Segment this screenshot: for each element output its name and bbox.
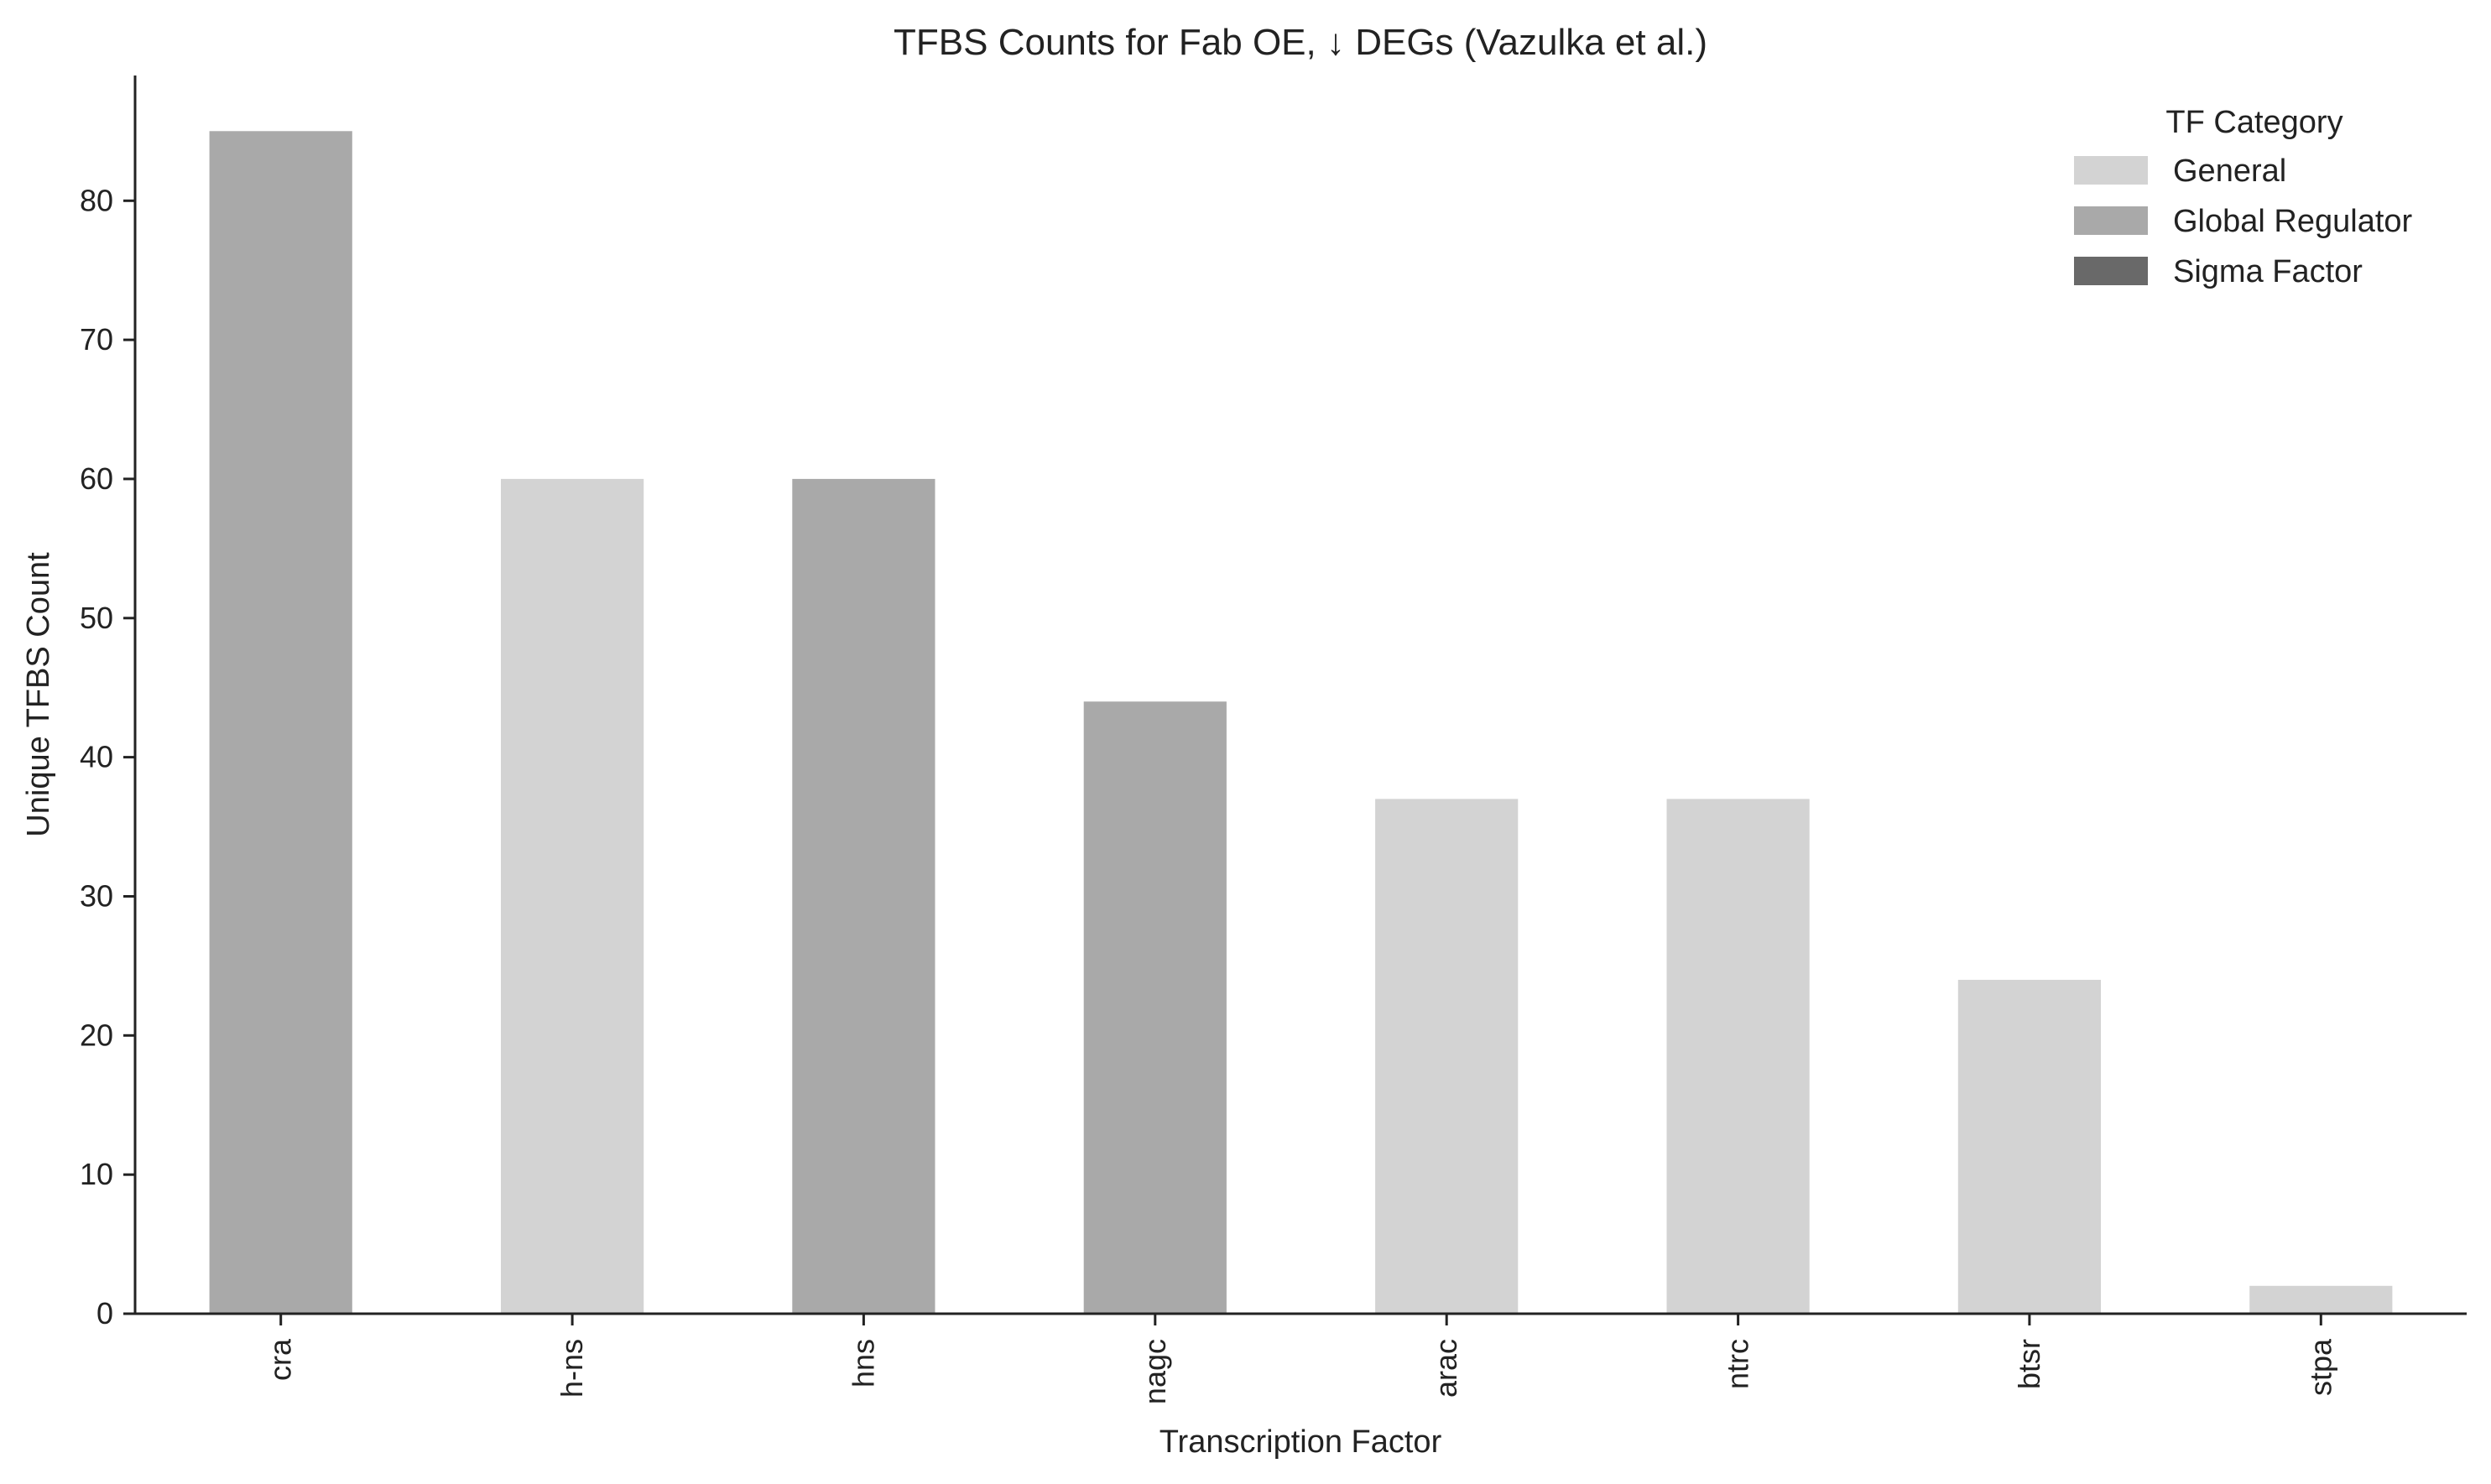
y-axis-title: Unique TFBS Count: [21, 552, 56, 837]
legend-label-general: General: [2173, 154, 2286, 189]
legend-title: TF Category: [2165, 105, 2342, 140]
y-axis: 0 10 20 30 40 50 60 70 80: [80, 183, 135, 1330]
x-axis: cra h-ns hns nagc arac ntrc btsr stpa: [263, 1314, 2337, 1404]
chart-title: TFBS Counts for Fab OE, ↓ DEGs (Vazulka …: [894, 22, 1707, 63]
bar-nagc: [1083, 701, 1227, 1314]
legend-swatch-sigma-factor: [2074, 257, 2148, 285]
bar-cra: [209, 131, 352, 1314]
x-tick-label-arac: arac: [1429, 1339, 1463, 1398]
bar-btsr: [1957, 980, 2101, 1314]
x-tick-label-h-ns: h-ns: [555, 1339, 589, 1398]
legend-entries: General Global Regulator Sigma Factor: [2074, 154, 2413, 289]
legend-label-sigma-factor: Sigma Factor: [2173, 254, 2363, 289]
y-tick-label-60: 60: [80, 461, 113, 496]
x-tick-label-ntrc: ntrc: [1721, 1339, 1755, 1389]
y-tick-label-50: 50: [80, 601, 113, 635]
x-axis-title: Transcription Factor: [1160, 1424, 1442, 1460]
x-tick-label-nagc: nagc: [1138, 1339, 1172, 1404]
x-tick-label-stpa: stpa: [2303, 1338, 2337, 1396]
bar-ntrc: [1666, 799, 1810, 1314]
y-tick-label-30: 30: [80, 879, 113, 914]
y-tick-label-20: 20: [80, 1018, 113, 1052]
bar-stpa: [2249, 1285, 2393, 1314]
y-tick-label-70: 70: [80, 322, 113, 357]
bars-group: [209, 131, 2393, 1314]
legend-swatch-general: [2074, 156, 2148, 185]
x-tick-label-hns: hns: [846, 1339, 880, 1388]
bar-hns: [792, 478, 935, 1314]
y-tick-label-0: 0: [96, 1296, 113, 1330]
legend-swatch-global-regulator: [2074, 206, 2148, 235]
x-tick-label-cra: cra: [263, 1338, 298, 1381]
y-tick-label-80: 80: [80, 183, 113, 217]
bar-arac: [1375, 799, 1519, 1314]
legend-label-global-regulator: Global Regulator: [2173, 204, 2413, 239]
bar-h-ns: [501, 478, 644, 1314]
x-tick-label-btsr: btsr: [2012, 1339, 2046, 1389]
legend: TF Category General Global Regulator Sigma…: [2074, 105, 2413, 289]
y-tick-label-40: 40: [80, 740, 113, 774]
y-tick-label-10: 10: [80, 1157, 113, 1191]
